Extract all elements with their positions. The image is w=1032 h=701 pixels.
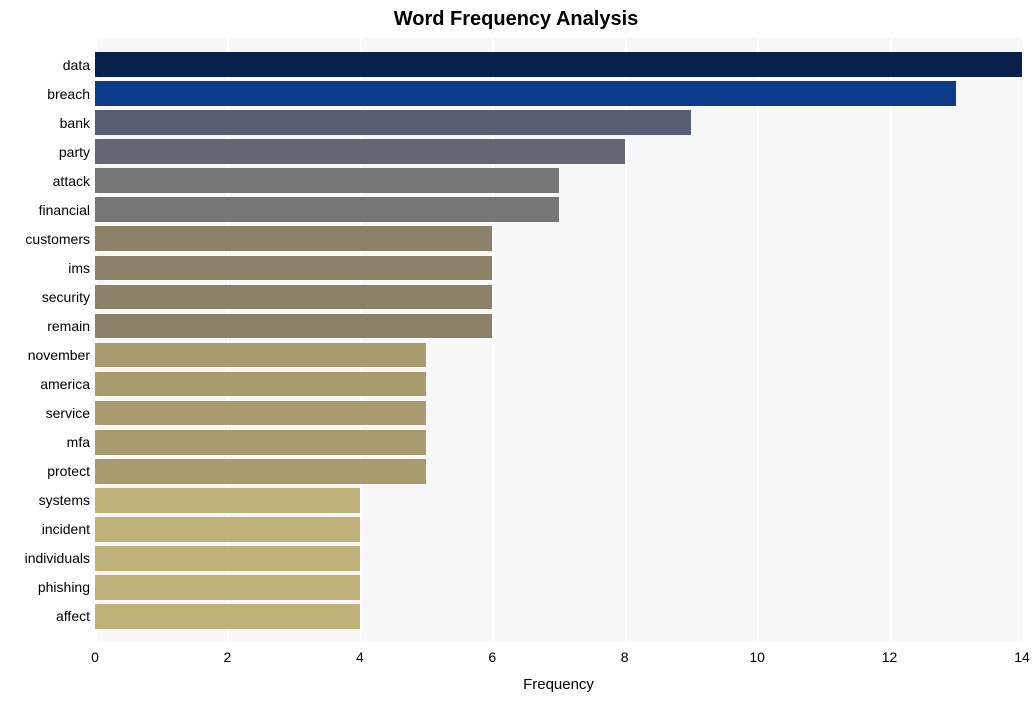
x-axis-label: 0 bbox=[91, 649, 99, 665]
x-axis-title: Frequency bbox=[95, 676, 1022, 693]
bar bbox=[95, 517, 360, 542]
x-axis-label: 2 bbox=[224, 649, 232, 665]
bar bbox=[95, 372, 426, 397]
y-axis-label: incident bbox=[42, 521, 90, 537]
x-axis-labels: 02468101214 bbox=[95, 649, 1022, 669]
x-axis-label: 8 bbox=[621, 649, 629, 665]
y-axis-label: protect bbox=[47, 463, 90, 479]
bar bbox=[95, 546, 360, 571]
y-axis-label: data bbox=[63, 57, 90, 73]
y-axis-label: systems bbox=[39, 492, 90, 508]
y-axis-label: attack bbox=[53, 173, 90, 189]
bar bbox=[95, 430, 426, 455]
y-axis-label: financial bbox=[39, 202, 90, 218]
grid-line bbox=[890, 38, 892, 641]
y-axis-label: ims bbox=[68, 260, 90, 276]
y-axis-label: mfa bbox=[67, 434, 90, 450]
x-axis-label: 14 bbox=[1014, 649, 1030, 665]
chart-container: Word Frequency Analysis data breach bank pa… bbox=[0, 0, 1032, 701]
y-axis-label: remain bbox=[47, 318, 90, 334]
y-axis-label: america bbox=[40, 376, 90, 392]
bar bbox=[95, 110, 691, 135]
y-axis-label: individuals bbox=[25, 550, 90, 566]
bar bbox=[95, 256, 492, 281]
plot-area bbox=[95, 38, 1022, 641]
x-axis-label: 12 bbox=[882, 649, 898, 665]
y-axis-label: party bbox=[59, 144, 90, 160]
bar bbox=[95, 459, 426, 484]
chart-title: Word Frequency Analysis bbox=[0, 8, 1032, 31]
x-axis-label: 4 bbox=[356, 649, 364, 665]
grid-line bbox=[1022, 38, 1024, 641]
y-axis-labels: data breach bank party attack financial custom… bbox=[0, 38, 90, 641]
bar bbox=[95, 226, 492, 251]
y-axis-label: bank bbox=[60, 115, 90, 131]
bar bbox=[95, 604, 360, 629]
bar bbox=[95, 285, 492, 310]
bar bbox=[95, 168, 559, 193]
y-axis-label: service bbox=[46, 405, 90, 421]
y-axis-label: customers bbox=[25, 231, 90, 247]
bar bbox=[95, 575, 360, 600]
grid-line bbox=[757, 38, 759, 641]
y-axis-label: affect bbox=[56, 608, 90, 624]
x-axis-label: 6 bbox=[488, 649, 496, 665]
y-axis-label: november bbox=[28, 347, 90, 363]
y-axis-label: security bbox=[42, 289, 90, 305]
bar bbox=[95, 343, 426, 368]
bar bbox=[95, 314, 492, 339]
y-axis-label: phishing bbox=[38, 579, 90, 595]
bar bbox=[95, 139, 625, 164]
bar bbox=[95, 197, 559, 222]
bar bbox=[95, 488, 360, 513]
bar bbox=[95, 52, 1022, 77]
y-axis-label: breach bbox=[47, 86, 90, 102]
x-axis-label: 10 bbox=[749, 649, 765, 665]
bar bbox=[95, 81, 956, 106]
bar bbox=[95, 401, 426, 426]
